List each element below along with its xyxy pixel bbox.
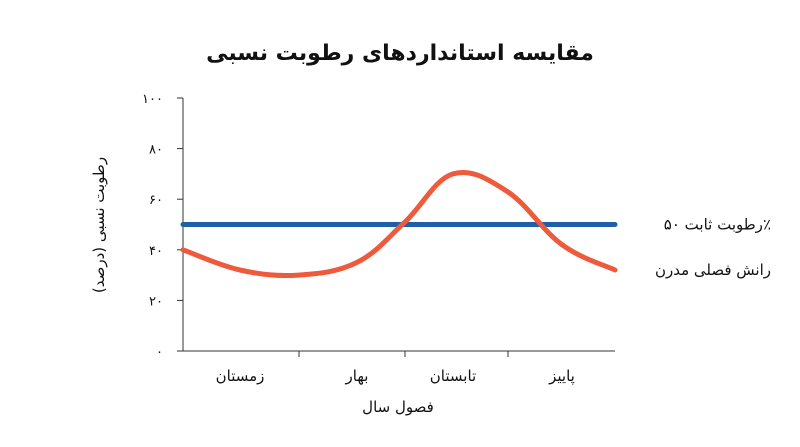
x-axis-label: فصول سال bbox=[362, 398, 434, 416]
y-tick-label: ۶۰ bbox=[149, 193, 163, 208]
y-axis-label: رطوبت نسبی (درصد) bbox=[90, 157, 108, 293]
plot-area: ۰ ۲۰ ۴۰ ۶۰ ۸۰ ۱۰۰ زمستان بهار تابستان پاییز رطوبت … bbox=[142, 92, 771, 386]
x-tick-label: زمستان bbox=[216, 367, 265, 385]
chart-title: مقایسه استانداردهای رطوبت نسبی bbox=[206, 41, 594, 66]
y-tick-label: ۴۰ bbox=[149, 244, 163, 259]
series-label-1: رطوبت ثابت ۵۰٪ bbox=[664, 216, 771, 234]
series-line-2 bbox=[180, 170, 618, 279]
y-tick-label: ۸۰ bbox=[149, 143, 163, 158]
x-tick-label: پاییز bbox=[548, 367, 575, 386]
y-tick-label: ۱۰۰ bbox=[142, 92, 163, 107]
x-tick-label: تابستان bbox=[430, 367, 476, 385]
x-tick-label: بهار bbox=[345, 367, 369, 385]
y-tick-label: ۰ bbox=[156, 345, 163, 360]
y-tick-label: ۲۰ bbox=[149, 294, 163, 309]
series-label-2: رانش فصلی مدرن bbox=[655, 261, 771, 279]
